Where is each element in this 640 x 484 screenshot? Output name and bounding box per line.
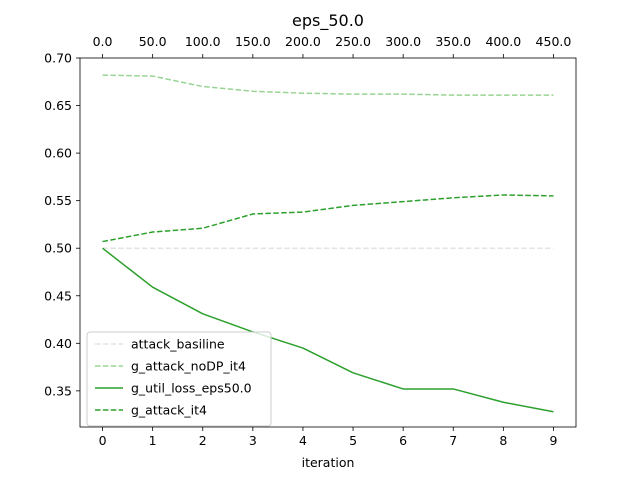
y-tick-label: 0.35 bbox=[44, 383, 72, 398]
x-tick-label: 9 bbox=[549, 433, 557, 448]
x-tick-label: 2 bbox=[199, 433, 207, 448]
x-tick-label: 0 bbox=[99, 433, 107, 448]
legend-label-2: g_util_loss_eps50.0 bbox=[131, 381, 252, 396]
chart-title: eps_50.0 bbox=[292, 11, 364, 31]
series-line-2 bbox=[102, 247, 554, 413]
legend-label-1: g_attack_noDP_it4 bbox=[131, 359, 246, 374]
legend-label-0: attack_basiline bbox=[131, 337, 225, 352]
series-line-1 bbox=[102, 74, 554, 96]
x-tick-label: 6 bbox=[399, 433, 407, 448]
top-x-tick-label: 250.0 bbox=[335, 34, 371, 49]
x-tick-label: 7 bbox=[449, 433, 457, 448]
legend-box bbox=[86, 331, 272, 427]
axes-frame bbox=[79, 57, 577, 428]
y-tick-label: 0.65 bbox=[44, 98, 72, 113]
axes: 0 1 2 3 4 5 6 7 8 9 0.0 50.0 100.0 150.0 200.0 250.0 300… bbox=[44, 34, 577, 448]
series-line-3 bbox=[102, 194, 554, 243]
x-tick-label: 5 bbox=[349, 433, 357, 448]
x-axis-label: iteration bbox=[302, 455, 355, 470]
legend-label-3: g_attack_it4 bbox=[131, 403, 207, 418]
x-tick-label: 4 bbox=[299, 433, 307, 448]
top-x-tick-label: 200.0 bbox=[285, 34, 321, 49]
top-x-tick-label: 300.0 bbox=[385, 34, 421, 49]
y-tick-label: 0.45 bbox=[44, 288, 72, 303]
top-x-tick-label: 50.0 bbox=[139, 34, 167, 49]
x-tick-label: 8 bbox=[499, 433, 507, 448]
y-tick-label: 0.55 bbox=[44, 193, 72, 208]
legend: attack_basiline g_attack_noDP_it4 g_util_l… bbox=[86, 331, 272, 427]
y-tick-label: 0.50 bbox=[44, 241, 72, 256]
x-tick-label: 1 bbox=[149, 433, 157, 448]
y-tick-label: 0.40 bbox=[44, 336, 72, 351]
y-tick-label: 0.70 bbox=[44, 51, 72, 66]
top-x-tick-label: 450.0 bbox=[536, 34, 572, 49]
top-x-tick-label: 350.0 bbox=[435, 34, 471, 49]
top-x-tick-label: 150.0 bbox=[235, 34, 271, 49]
y-tick-label: 0.60 bbox=[44, 146, 72, 161]
plot-area bbox=[102, 74, 554, 413]
top-x-tick-label: 100.0 bbox=[185, 34, 221, 49]
top-x-tick-label: 0.0 bbox=[93, 34, 113, 49]
top-x-tick-label: 400.0 bbox=[485, 34, 521, 49]
x-tick-label: 3 bbox=[249, 433, 257, 448]
